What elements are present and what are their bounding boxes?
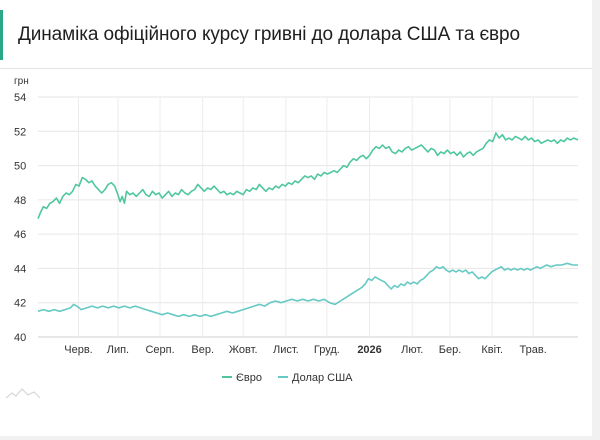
legend-item-euro[interactable]: Євро [222, 372, 262, 384]
y-tick-label: 50 [14, 161, 26, 173]
y-tick-label: 52 [14, 126, 26, 138]
x-tick-label: Груд. [314, 344, 340, 356]
header-divider [0, 68, 592, 69]
x-tick-label: Лип. [107, 344, 129, 356]
y-tick-label: 46 [14, 229, 26, 241]
legend-item-usd[interactable]: Долар США [278, 372, 353, 384]
logo-watermark [5, 388, 41, 399]
series-line-euro [37, 132, 579, 219]
x-tick-label: 2026 [357, 344, 381, 356]
x-tick-label: Квіт. [481, 344, 503, 356]
legend[interactable]: Євро Долар США [222, 372, 353, 384]
chart-card: Динаміка офіційного курсу гривні до дола… [0, 0, 592, 436]
series-line-usd [37, 262, 578, 318]
x-tick-label: Вер. [191, 344, 214, 356]
grid-lines [38, 96, 578, 338]
chart-title: Динаміка офіційного курсу гривні до дола… [18, 24, 520, 45]
legend-label: Долар США [292, 372, 353, 384]
x-tick-label: Лют. [401, 344, 423, 356]
y-tick-label: 48 [14, 195, 26, 207]
y-tick-label: 42 [14, 298, 26, 310]
y-tick-label: 44 [14, 263, 26, 275]
y-tick-label: 54 [14, 92, 26, 104]
y-axis-ticks: 40 42 44 46 48 50 52 54 [14, 92, 26, 344]
x-tick-label: Серп. [145, 344, 174, 356]
x-tick-label: Бер. [439, 344, 462, 356]
y-tick-label: 40 [14, 332, 26, 344]
x-tick-label: Лист. [273, 344, 299, 356]
legend-label: Євро [236, 372, 262, 384]
line-chart: 40 42 44 46 48 50 52 54 грн Черв. Лип. Серп. Вер. Ж… [5, 76, 579, 399]
x-tick-label: Трав. [520, 344, 547, 356]
y-axis-unit-label: грн [14, 76, 29, 87]
title-accent-bar [0, 10, 3, 60]
x-tick-label: Черв. [64, 344, 92, 356]
x-tick-label: Жовт. [229, 344, 258, 356]
series-lines [37, 132, 579, 318]
x-axis-ticks: Черв. Лип. Серп. Вер. Жовт. Лист. Груд. 2026 Лют… [64, 344, 547, 356]
